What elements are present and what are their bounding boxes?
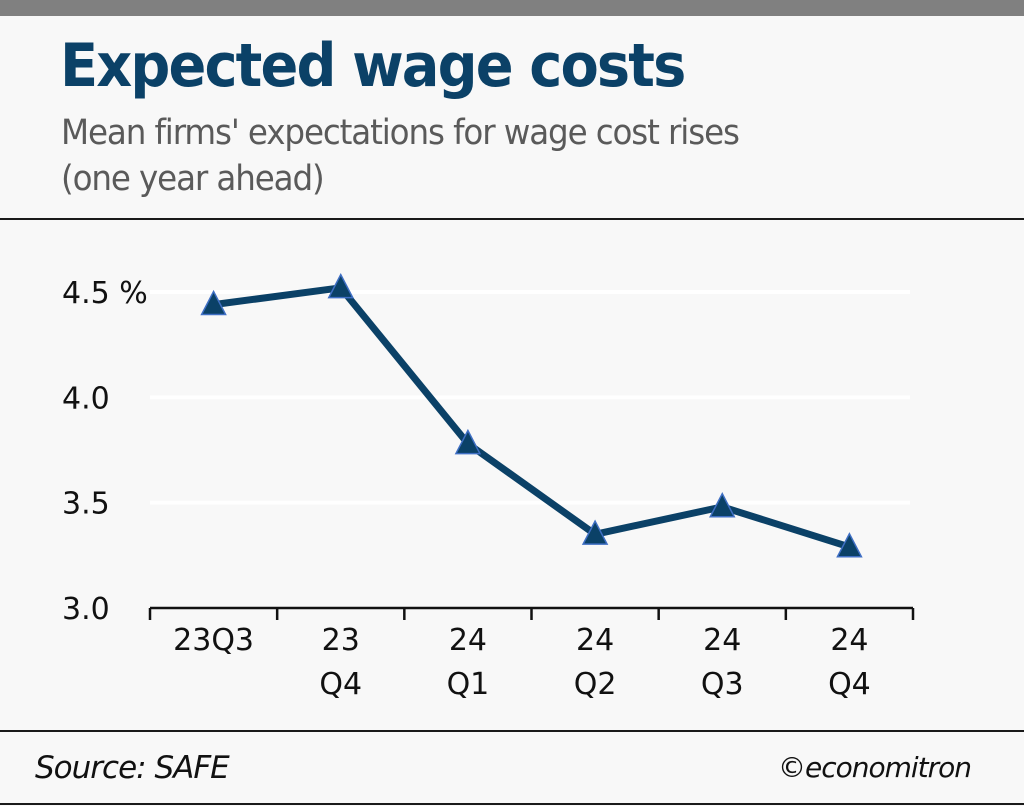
footer-divider-bottom <box>0 803 1024 805</box>
y-axis-ticks: 4.5 % 4.0 3.5 3.0 <box>62 276 148 627</box>
y-tick-label: 3.0 <box>62 592 110 627</box>
x-tick-label: 24 Q1 <box>447 623 490 702</box>
x-axis-ticks: 23Q3 23 Q4 24 Q1 24 Q2 24 Q3 24 Q4 <box>173 623 871 702</box>
data-point-marker <box>327 272 354 299</box>
data-point-marker <box>200 289 227 316</box>
data-point-marker <box>709 492 736 518</box>
y-tick-label: 4.5 % <box>62 276 148 311</box>
gridlines <box>150 290 910 505</box>
x-tick-label: 24 Q2 <box>574 623 617 702</box>
data-point-marker <box>836 532 863 558</box>
top-bar <box>0 0 1024 16</box>
x-axis <box>148 606 915 620</box>
series <box>200 272 863 558</box>
source-note: Source: SAFE <box>35 750 230 786</box>
y-tick-label: 4.0 <box>62 381 110 416</box>
x-tick-label: 23 Q4 <box>319 623 362 702</box>
x-tick-label: 23Q3 <box>173 623 254 658</box>
chart-title: Expected wage costs <box>60 31 686 101</box>
x-tick-label: 24 Q4 <box>828 623 871 702</box>
header-divider <box>0 218 1024 220</box>
series-line <box>213 284 851 551</box>
y-tick-label: 3.5 <box>62 487 110 522</box>
credit-note: ©economitron <box>778 751 972 784</box>
chart-subtitle: Mean firms' expectations for wage cost r… <box>61 113 740 199</box>
data-point-marker <box>454 428 482 455</box>
x-tick-label: 24 Q3 <box>701 623 744 702</box>
footer-divider-top <box>0 730 1024 732</box>
data-point-marker <box>581 519 609 545</box>
